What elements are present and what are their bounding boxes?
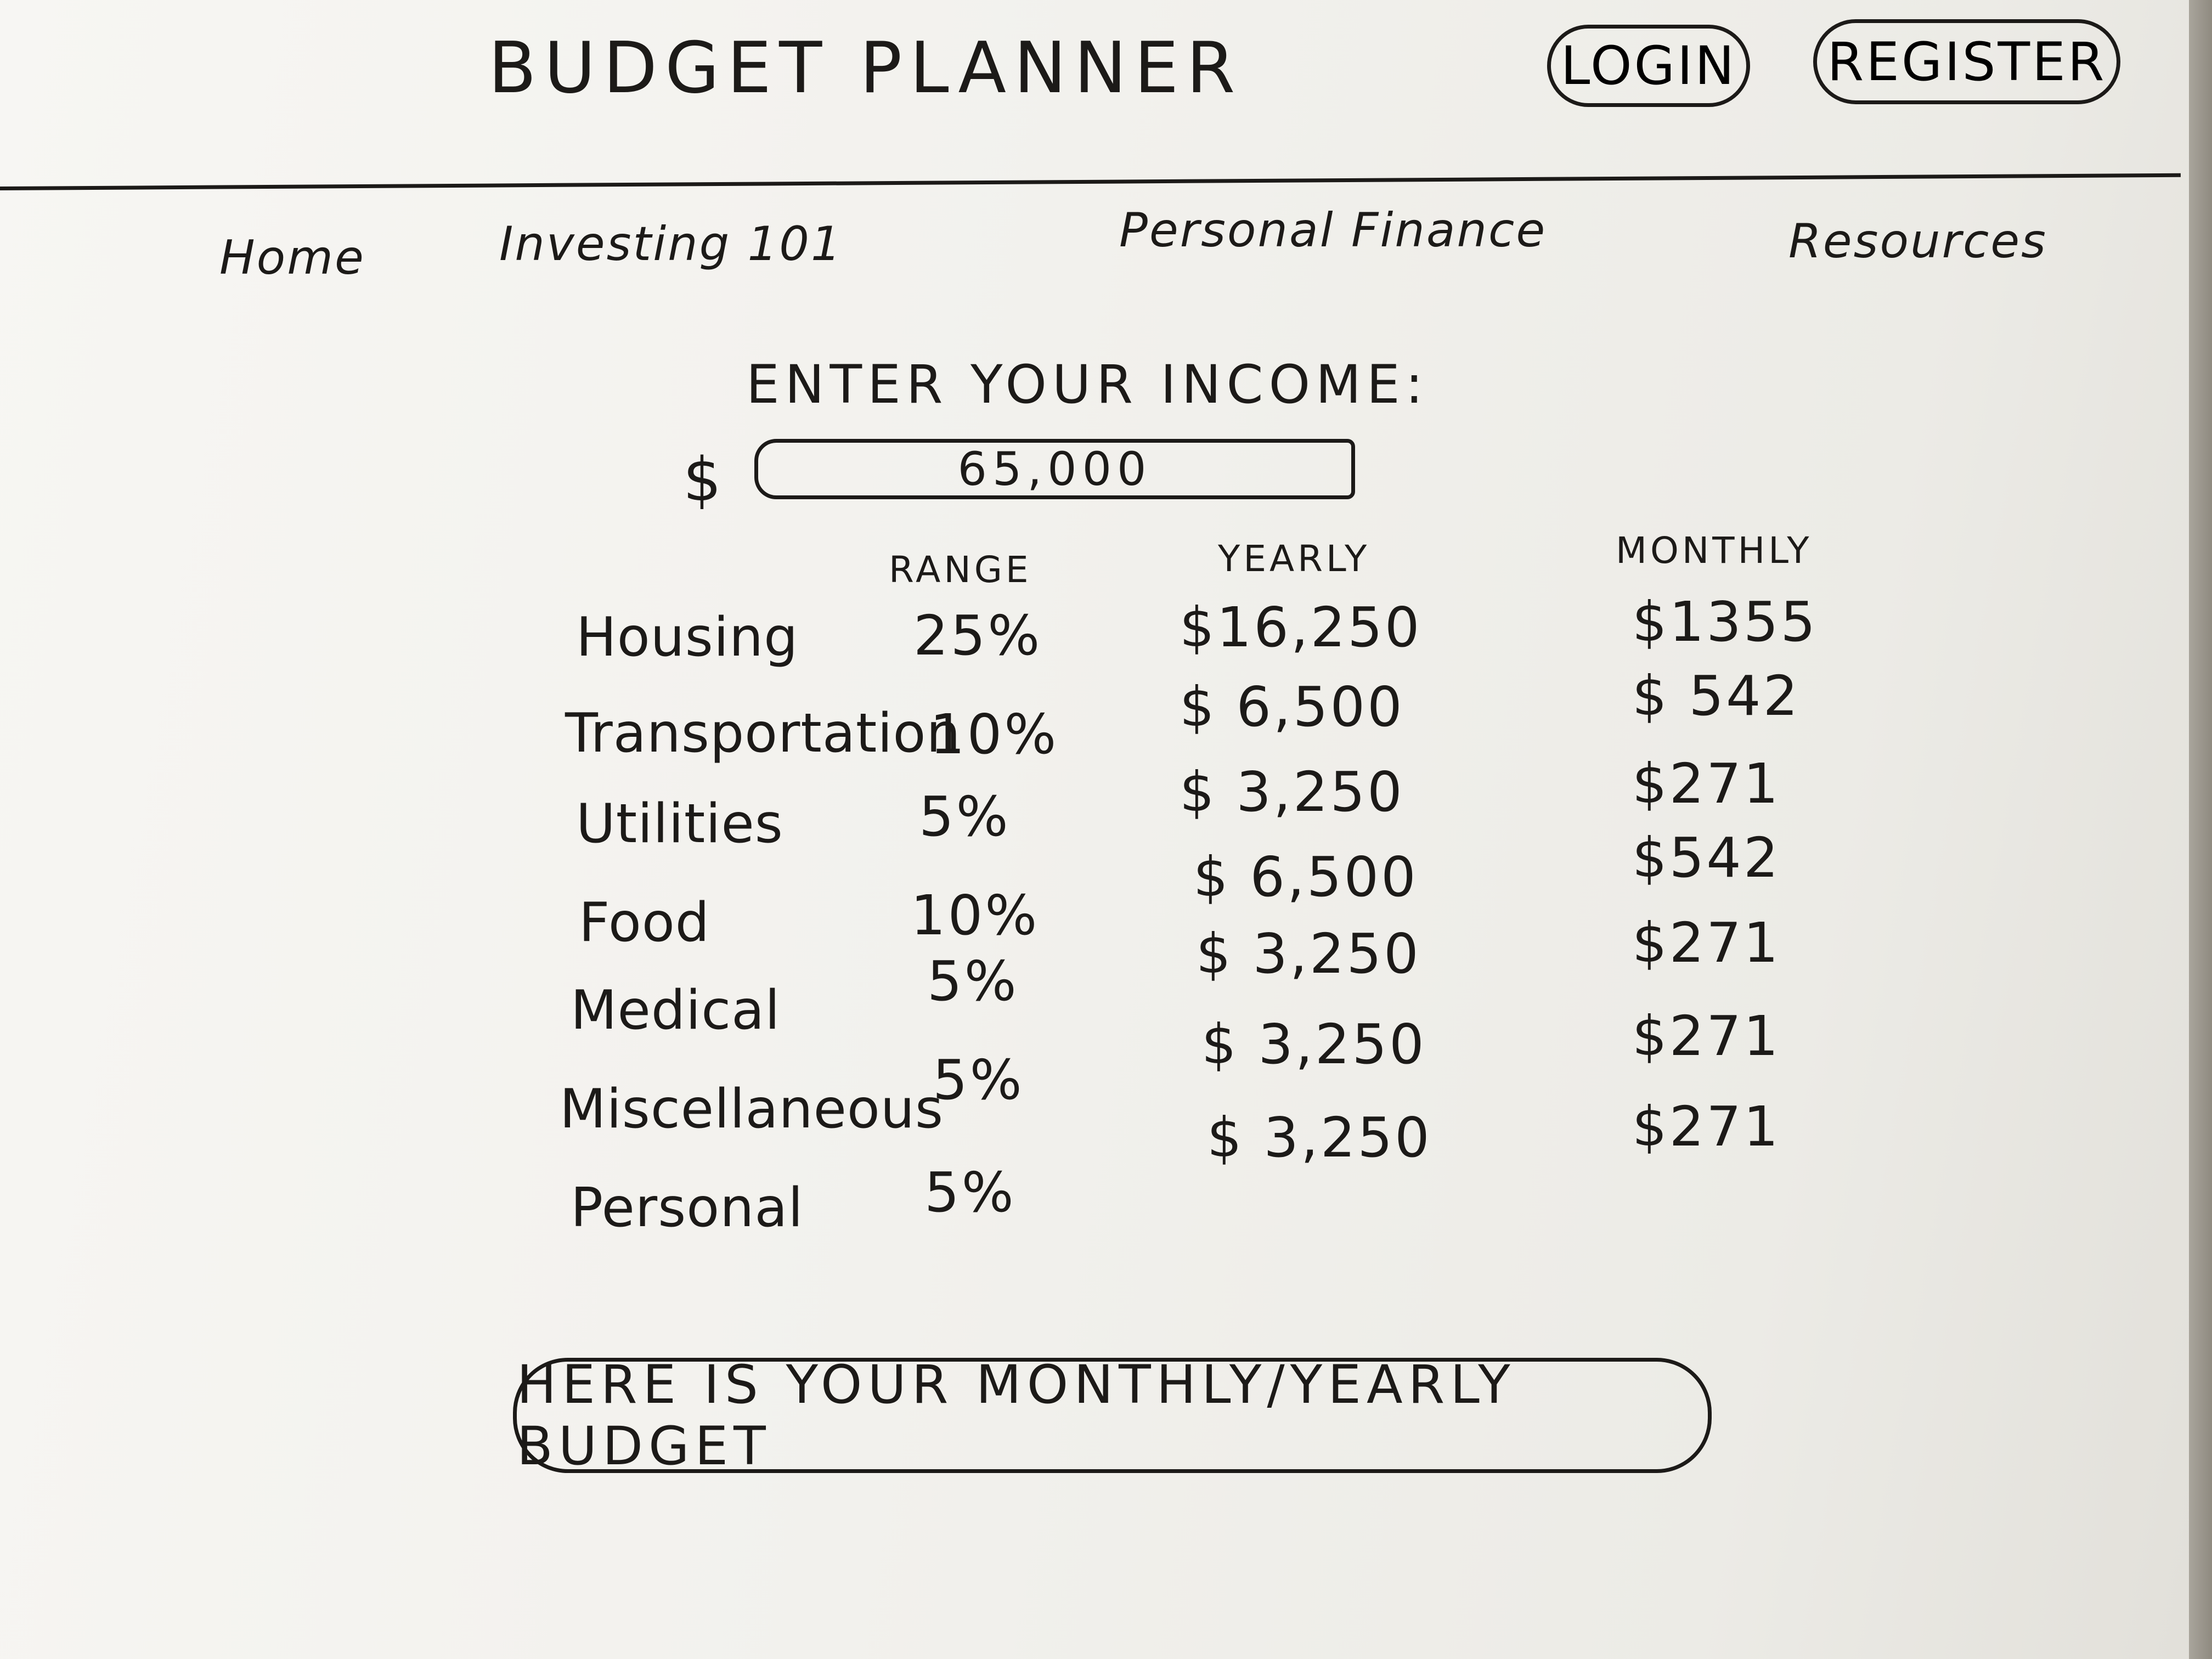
register-button[interactable]: REGISTER [1813, 19, 2120, 104]
row-category: Utilities [576, 793, 783, 855]
row-category: Miscellaneous [560, 1078, 944, 1141]
paper-edge-shadow [2189, 0, 2212, 1659]
row-range: 5% [927, 949, 1019, 1013]
row-monthly: $271 [1632, 1094, 1781, 1159]
row-range: 5% [933, 1048, 1024, 1112]
row-yearly: $16,250 [1180, 595, 1422, 659]
row-monthly: $271 [1632, 1004, 1781, 1068]
row-yearly: $ 6,500 [1180, 675, 1404, 739]
header-divider [0, 173, 2181, 190]
row-monthly: $1355 [1632, 590, 1818, 654]
row-range: 10% [911, 883, 1040, 947]
row-range: 5% [924, 1160, 1016, 1224]
row-category: Personal [571, 1177, 804, 1239]
row-category: Housing [576, 606, 799, 669]
currency-symbol: $ [683, 444, 721, 515]
login-button[interactable]: LOGIN [1547, 25, 1750, 107]
column-header-yearly: YEARLY [1218, 538, 1370, 580]
nav-item-personal-finance[interactable]: Personal Finance [1119, 203, 1547, 258]
row-category: Medical [571, 979, 781, 1042]
row-category: Transportation [565, 702, 961, 765]
nav-item-home[interactable]: Home [219, 230, 365, 285]
column-header-range: RANGE [889, 549, 1032, 591]
row-monthly: $542 [1632, 826, 1781, 890]
column-header-monthly: MONTHLY [1616, 529, 1813, 572]
row-range: 25% [913, 603, 1042, 668]
row-range: 5% [919, 785, 1011, 849]
row-range: 10% [930, 702, 1059, 766]
nav-item-investing-101[interactable]: Investing 101 [499, 217, 843, 272]
budget-result-banner: HERE IS YOUR MONTHLY/YEARLY BUDGET [513, 1354, 1712, 1477]
row-yearly: $ 3,250 [1180, 760, 1404, 824]
row-monthly: $ 542 [1632, 664, 1801, 728]
row-category: Food [579, 891, 710, 954]
row-monthly: $271 [1632, 752, 1781, 816]
row-monthly: $271 [1632, 911, 1781, 975]
row-yearly: $ 3,250 [1201, 1012, 1426, 1076]
app-title: BUDGET PLANNER [488, 27, 1243, 109]
income-prompt: ENTER YOUR INCOME: [746, 354, 1429, 415]
row-yearly: $ 6,500 [1193, 845, 1418, 909]
row-yearly: $ 3,250 [1196, 922, 1421, 986]
income-input[interactable] [754, 439, 1355, 499]
row-yearly: $ 3,250 [1207, 1105, 1432, 1170]
nav-item-resources[interactable]: Resources [1788, 214, 2047, 269]
